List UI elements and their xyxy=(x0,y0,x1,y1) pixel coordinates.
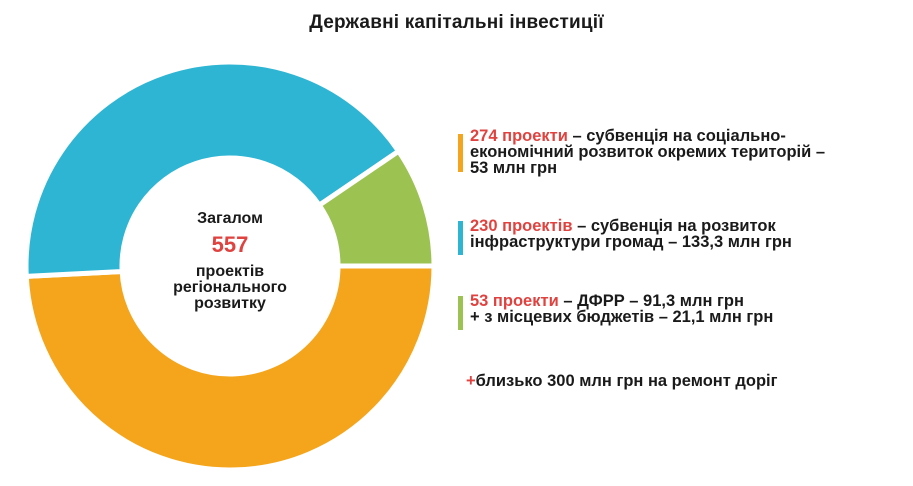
total-label: Загалом xyxy=(197,210,263,227)
legend-line2: + з місцевих бюджетів – 21,1 млн грн xyxy=(470,308,774,326)
donut-slice-1 xyxy=(23,59,402,279)
legend-line2: економічний розвиток окремих територій – xyxy=(470,143,826,161)
legend-swatch xyxy=(458,134,463,172)
legend-swatch xyxy=(458,221,463,255)
legend-line3: 53 млн грн xyxy=(470,159,558,177)
chart-title: Державні капітальні інвестиції xyxy=(309,12,604,33)
total-value: 557 xyxy=(211,232,249,257)
legend-highlight: 230 проектів xyxy=(470,217,573,235)
legend-line1: – субвенція на розвиток xyxy=(572,217,776,235)
legend-text: 230 проектів – субвенція на розвиток інф… xyxy=(470,217,898,251)
legend-item-orange: 274 проекти – субвенція на соціально- ек… xyxy=(458,128,898,176)
legend-line1: – субвенція на соціально- xyxy=(567,127,786,145)
total-desc-line3: розвитку xyxy=(194,295,266,312)
legend-text: 53 проекти – ДФРР – 91,3 млн грн + з міс… xyxy=(470,292,898,326)
legend-line2: інфраструктури громад – 133,3 млн грн xyxy=(470,233,792,251)
legend-item-blue: 230 проектів – субвенція на розвиток інф… xyxy=(458,217,898,255)
legend-highlight: 53 проекти xyxy=(470,292,559,310)
legend-item-green: 53 проекти – ДФРР – 91,3 млн грн + з міс… xyxy=(458,292,898,330)
total-desc-line1: проектів xyxy=(195,263,265,280)
legend-line1: – ДФРР – 91,3 млн грн xyxy=(558,292,744,310)
donut-slice-2 xyxy=(316,148,437,269)
legend-highlight: 274 проекти xyxy=(470,127,568,145)
legend-swatch xyxy=(458,296,463,330)
extra-plus: + xyxy=(466,372,476,390)
extra-text: близько 300 млн грн на ремонт доріг xyxy=(475,372,778,390)
total-desc-line2: регіонального xyxy=(173,279,287,296)
donut-slice-0 xyxy=(23,263,437,473)
legend-text: 274 проекти – субвенція на соціально- ек… xyxy=(470,127,898,177)
donut-center-label: Загалом 557 проектів регіонального розви… xyxy=(150,210,310,312)
extra-note: +близько 300 млн грн на ремонт доріг xyxy=(466,372,778,391)
